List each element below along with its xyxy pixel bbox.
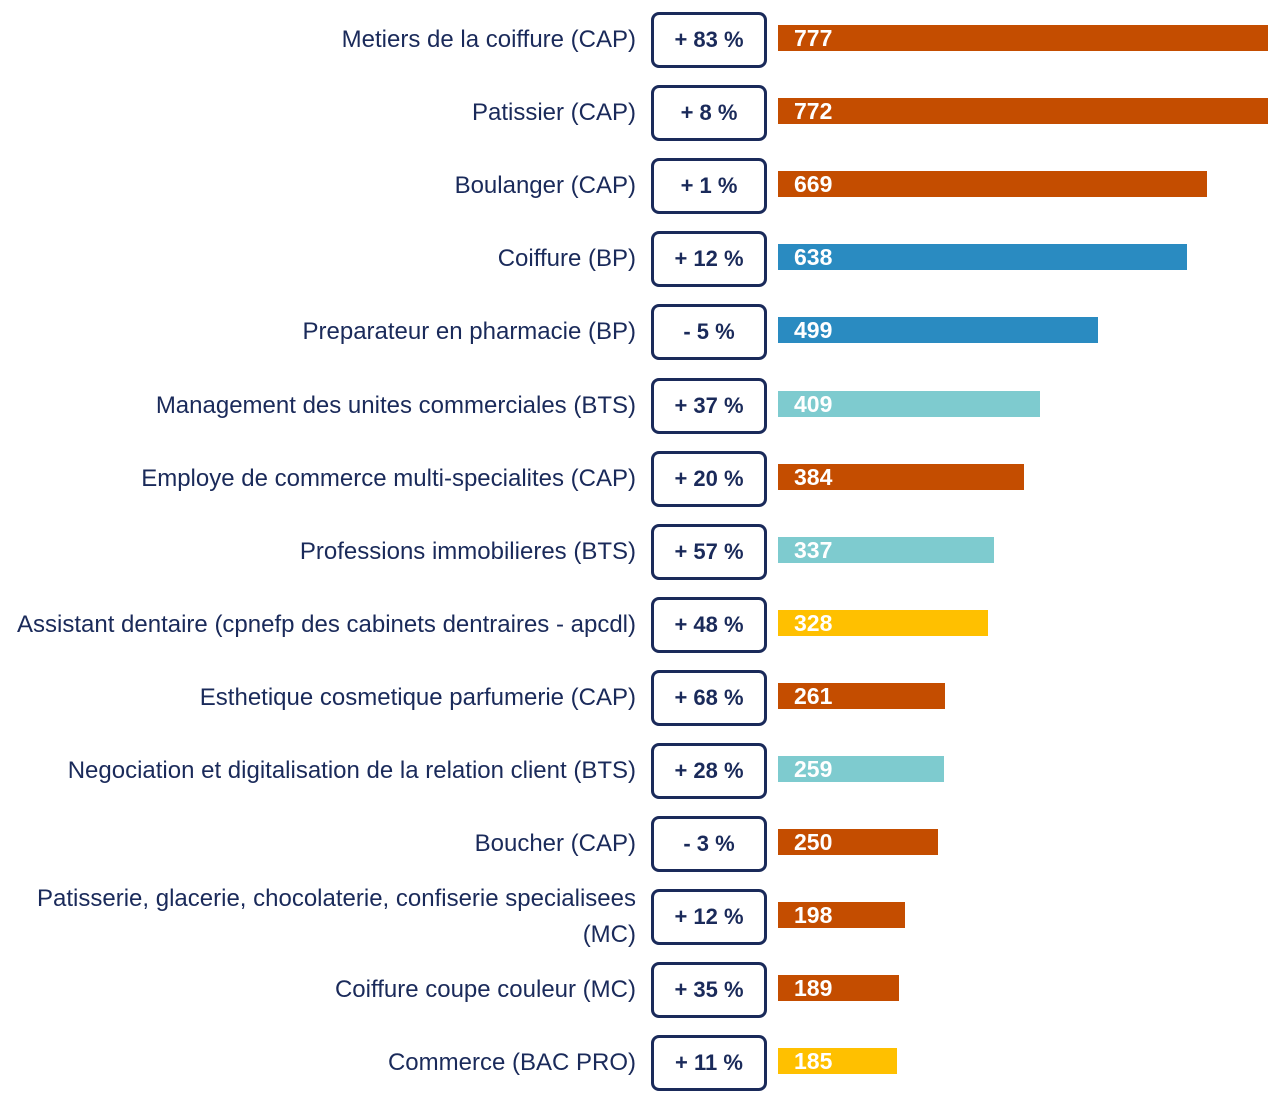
change-badge: + 1 % xyxy=(651,158,767,215)
value-label: 638 xyxy=(794,244,833,271)
bar xyxy=(778,25,1268,51)
row: Coiffure (BP) + 12 % 638 xyxy=(0,223,1268,295)
change-badge: + 12 % xyxy=(651,231,767,288)
value-label: 499 xyxy=(794,317,833,344)
value-label: 261 xyxy=(794,682,833,709)
bar xyxy=(778,756,945,782)
value-label: 777 xyxy=(794,25,833,51)
change-badge: + 12 % xyxy=(651,889,767,946)
change-badge: + 57 % xyxy=(651,523,767,580)
bar xyxy=(778,1048,897,1075)
change-badge: + 20 % xyxy=(651,450,767,507)
row: Coiffure coupe couleur (MC) + 35 % 189 xyxy=(0,954,1268,1026)
category-label: Commerce (BAC PRO) xyxy=(387,1049,636,1077)
value-label: 328 xyxy=(794,609,833,636)
bar xyxy=(778,244,1187,271)
value-label: 259 xyxy=(794,756,833,782)
value-label: 384 xyxy=(794,463,833,490)
value-label: 337 xyxy=(794,536,833,563)
row: Boucher (CAP) - 3 % 250 xyxy=(0,808,1268,880)
bar xyxy=(778,902,905,929)
bar xyxy=(778,463,1025,490)
category-label: Management des unites commerciales (BTS) xyxy=(155,391,636,419)
value-label: 669 xyxy=(794,171,833,198)
change-badge: - 3 % xyxy=(651,816,767,873)
bar xyxy=(778,390,1041,417)
change-badge: + 48 % xyxy=(651,596,767,653)
row: Employe de commerce multi-specialites (C… xyxy=(0,443,1268,515)
category-label: Assistant dentaire (cpnefp des cabinets … xyxy=(17,610,636,638)
category-label: Preparateur en pharmacie (BP) xyxy=(302,318,637,346)
row: Professions immobilieres (BTS) + 57 % 337 xyxy=(0,516,1268,588)
bar xyxy=(778,317,1098,344)
change-badge: + 68 % xyxy=(651,669,767,726)
value-label: 772 xyxy=(794,98,833,125)
change-badge: + 11 % xyxy=(651,1035,767,1092)
value-label: 409 xyxy=(794,390,833,417)
change-badge: + 37 % xyxy=(651,377,767,434)
change-badge: + 8 % xyxy=(651,85,767,142)
bar xyxy=(778,171,1207,198)
bar xyxy=(778,609,989,636)
change-badge: + 28 % xyxy=(651,743,767,799)
category-label: Boucher (CAP) xyxy=(474,830,636,858)
category-label: Coiffure (BP) xyxy=(497,245,636,273)
row: Patisserie, glacerie, chocolaterie, conf… xyxy=(0,881,1268,953)
row: Management des unites commerciales (BTS)… xyxy=(0,370,1268,442)
value-label: 185 xyxy=(794,1048,833,1075)
row: Boulanger (CAP) + 1 % 669 xyxy=(0,150,1268,222)
row: Preparateur en pharmacie (BP) - 5 % 499 xyxy=(0,296,1268,368)
category-label: Patisserie, glacerie, chocolaterie, conf… xyxy=(37,885,636,949)
change-badge: + 35 % xyxy=(651,962,767,1019)
category-label: Patissier (CAP) xyxy=(471,99,636,127)
change-badge: + 83 % xyxy=(651,12,767,68)
category-label: Negociation et digitalisation de la rela… xyxy=(67,757,636,784)
row: Commerce (BAC PRO) + 11 % 185 xyxy=(0,1027,1268,1099)
row: Negociation et digitalisation de la rela… xyxy=(0,735,1268,807)
change-badge: - 5 % xyxy=(651,304,767,361)
value-label: 189 xyxy=(794,975,833,1002)
row: Assistant dentaire (cpnefp des cabinets … xyxy=(0,589,1268,661)
row: Patissier (CAP) + 8 % 772 xyxy=(0,77,1268,149)
category-label: Coiffure coupe couleur (MC) xyxy=(334,976,636,1004)
bar xyxy=(778,682,946,709)
value-label: 198 xyxy=(794,902,833,929)
bar xyxy=(778,536,995,563)
category-label: Employe de commerce multi-specialites (C… xyxy=(141,464,636,492)
row: Metiers de la coiffure (CAP) + 83 % 777 xyxy=(0,4,1268,76)
bar xyxy=(778,98,1268,125)
category-label: Metiers de la coiffure (CAP) xyxy=(341,26,636,53)
bar xyxy=(778,829,939,856)
category-label: Professions immobilieres (BTS) xyxy=(299,537,636,565)
value-label: 250 xyxy=(794,829,833,856)
category-label: Esthetique cosmetique parfumerie (CAP) xyxy=(199,683,636,711)
row: Esthetique cosmetique parfumerie (CAP) + … xyxy=(0,662,1268,734)
category-label: Boulanger (CAP) xyxy=(454,172,636,200)
bar xyxy=(778,975,900,1002)
